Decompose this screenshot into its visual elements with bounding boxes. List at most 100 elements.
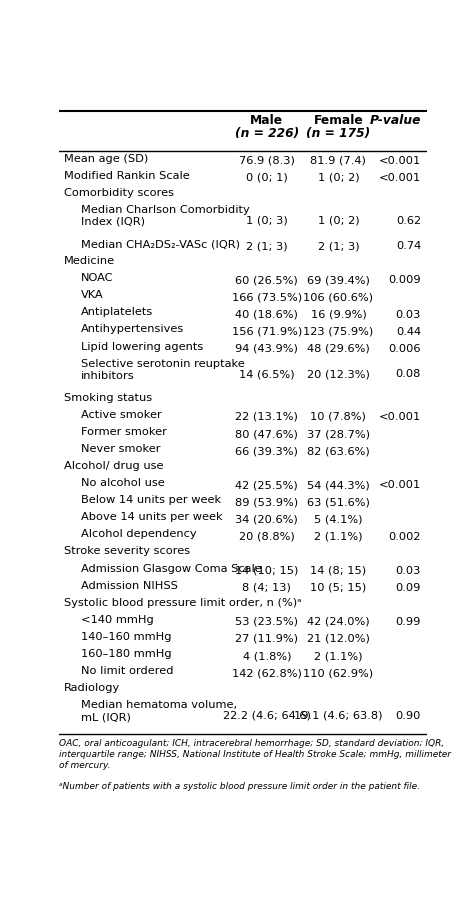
Text: NOAC: NOAC — [82, 273, 114, 283]
Text: VKA: VKA — [82, 290, 104, 300]
Text: <0.001: <0.001 — [379, 173, 421, 183]
Text: 0.99: 0.99 — [396, 616, 421, 626]
Text: Medicine: Medicine — [64, 256, 115, 266]
Text: 0.90: 0.90 — [396, 710, 421, 720]
Text: <0.001: <0.001 — [379, 412, 421, 422]
Text: No limit ordered: No limit ordered — [82, 665, 174, 675]
Text: Admission Glasgow Coma Scale: Admission Glasgow Coma Scale — [82, 563, 262, 573]
Text: 8 (4; 13): 8 (4; 13) — [242, 582, 291, 592]
Text: Median Charlson Comorbidity
Index (IQR): Median Charlson Comorbidity Index (IQR) — [82, 205, 250, 227]
Text: Comorbidity scores: Comorbidity scores — [64, 188, 173, 198]
Text: Above 14 units per week: Above 14 units per week — [82, 512, 223, 522]
Text: Radiology: Radiology — [64, 682, 120, 692]
Text: 0.44: 0.44 — [396, 326, 421, 336]
Text: 0.74: 0.74 — [396, 241, 421, 251]
Text: 2 (1; 3): 2 (1; 3) — [246, 241, 288, 251]
Text: 16 (9.9%): 16 (9.9%) — [310, 309, 366, 319]
Text: 34 (20.6%): 34 (20.6%) — [236, 514, 298, 524]
Text: 123 (75.9%): 123 (75.9%) — [303, 326, 374, 336]
Text: 0.08: 0.08 — [396, 369, 421, 379]
Text: 42 (25.5%): 42 (25.5%) — [236, 480, 298, 490]
Text: Former smoker: Former smoker — [82, 426, 167, 436]
Text: 27 (11.9%): 27 (11.9%) — [235, 633, 298, 643]
Text: Median hematoma volume,
mL (IQR): Median hematoma volume, mL (IQR) — [82, 700, 237, 722]
Text: Alcohol dependency: Alcohol dependency — [82, 528, 197, 538]
Text: 22 (13.1%): 22 (13.1%) — [236, 412, 298, 422]
Text: Below 14 units per week: Below 14 units per week — [82, 495, 221, 505]
Text: 21 (12.0%): 21 (12.0%) — [307, 633, 370, 643]
Text: Male: Male — [250, 114, 283, 128]
Text: P-value: P-value — [370, 114, 421, 128]
Text: 10 (7.8%): 10 (7.8%) — [310, 412, 366, 422]
Text: 156 (71.9%): 156 (71.9%) — [232, 326, 302, 336]
Text: 14 (6.5%): 14 (6.5%) — [239, 369, 295, 379]
Text: 5 (4.1%): 5 (4.1%) — [314, 514, 363, 524]
Text: Lipid lowering agents: Lipid lowering agents — [82, 341, 203, 351]
Text: Active smoker: Active smoker — [82, 409, 162, 419]
Text: 20 (12.3%): 20 (12.3%) — [307, 369, 370, 379]
Text: 2 (1; 3): 2 (1; 3) — [318, 241, 359, 251]
Text: 0.03: 0.03 — [396, 565, 421, 575]
Text: 94 (43.9%): 94 (43.9%) — [236, 343, 298, 353]
Text: Selective serotonin reuptake
inhibitors: Selective serotonin reuptake inhibitors — [82, 358, 245, 380]
Text: 14 (10; 15): 14 (10; 15) — [235, 565, 299, 575]
Text: (n = 226): (n = 226) — [235, 127, 299, 140]
Text: Modified Rankin Scale: Modified Rankin Scale — [64, 170, 190, 180]
Text: <140 mmHg: <140 mmHg — [82, 614, 154, 624]
Text: ᵃNumber of patients with a systolic blood pressure limit order in the patient fi: ᵃNumber of patients with a systolic bloo… — [59, 782, 420, 790]
Text: Systolic blood pressure limit order, n (%)ᵃ: Systolic blood pressure limit order, n (… — [64, 597, 301, 607]
Text: 37 (28.7%): 37 (28.7%) — [307, 428, 370, 438]
Text: Stroke severity scores: Stroke severity scores — [64, 546, 190, 556]
Text: 0.009: 0.009 — [389, 275, 421, 285]
Text: 22.2 (4.6; 64.6): 22.2 (4.6; 64.6) — [223, 710, 311, 720]
Text: Antihypertensives: Antihypertensives — [82, 324, 184, 334]
Text: Admission NIHSS: Admission NIHSS — [82, 580, 178, 590]
Text: 89 (53.9%): 89 (53.9%) — [235, 496, 298, 507]
Text: Female: Female — [314, 114, 363, 128]
Text: No alcohol use: No alcohol use — [82, 477, 165, 487]
Text: 160–180 mmHg: 160–180 mmHg — [82, 649, 172, 659]
Text: 20 (8.8%): 20 (8.8%) — [239, 531, 295, 541]
Text: 2 (1.1%): 2 (1.1%) — [314, 531, 363, 541]
Text: 106 (60.6%): 106 (60.6%) — [303, 292, 374, 302]
Text: (n = 175): (n = 175) — [306, 127, 371, 140]
Text: Mean age (SD): Mean age (SD) — [64, 154, 148, 163]
Text: 40 (18.6%): 40 (18.6%) — [236, 309, 298, 319]
Text: 0.03: 0.03 — [396, 309, 421, 319]
Text: 10 (5; 15): 10 (5; 15) — [310, 582, 366, 592]
Text: 0.002: 0.002 — [389, 531, 421, 541]
Text: 60 (26.5%): 60 (26.5%) — [236, 275, 298, 285]
Text: 2 (1.1%): 2 (1.1%) — [314, 650, 363, 660]
Text: 1 (0; 2): 1 (0; 2) — [318, 173, 359, 183]
Text: Smoking status: Smoking status — [64, 393, 152, 403]
Text: 0.09: 0.09 — [396, 582, 421, 592]
Text: 63 (51.6%): 63 (51.6%) — [307, 496, 370, 507]
Text: 1 (0; 3): 1 (0; 3) — [246, 215, 288, 225]
Text: 42 (24.0%): 42 (24.0%) — [307, 616, 370, 626]
Text: 48 (29.6%): 48 (29.6%) — [307, 343, 370, 353]
Text: 0.006: 0.006 — [389, 343, 421, 353]
Text: 1 (0; 2): 1 (0; 2) — [318, 215, 359, 225]
Text: Antiplatelets: Antiplatelets — [82, 307, 154, 317]
Text: 76.9 (8.3): 76.9 (8.3) — [239, 156, 295, 166]
Text: <0.001: <0.001 — [379, 480, 421, 490]
Text: 19.1 (4.6; 63.8): 19.1 (4.6; 63.8) — [294, 710, 383, 720]
Text: 53 (23.5%): 53 (23.5%) — [235, 616, 298, 626]
Text: 110 (62.9%): 110 (62.9%) — [303, 668, 374, 678]
Text: 14 (8; 15): 14 (8; 15) — [310, 565, 366, 575]
Text: 142 (62.8%): 142 (62.8%) — [232, 668, 302, 678]
Text: 0 (0; 1): 0 (0; 1) — [246, 173, 288, 183]
Text: 80 (47.6%): 80 (47.6%) — [236, 428, 298, 438]
Text: 140–160 mmHg: 140–160 mmHg — [82, 631, 172, 641]
Text: 0.62: 0.62 — [396, 215, 421, 225]
Text: 54 (44.3%): 54 (44.3%) — [307, 480, 370, 490]
Text: 82 (63.6%): 82 (63.6%) — [307, 445, 370, 456]
Text: 81.9 (7.4): 81.9 (7.4) — [310, 156, 366, 166]
Text: <0.001: <0.001 — [379, 156, 421, 166]
Text: 69 (39.4%): 69 (39.4%) — [307, 275, 370, 285]
Text: 66 (39.3%): 66 (39.3%) — [236, 445, 298, 456]
Text: Alcohol/ drug use: Alcohol/ drug use — [64, 461, 163, 471]
Text: 4 (1.8%): 4 (1.8%) — [243, 650, 291, 660]
Text: 166 (73.5%): 166 (73.5%) — [232, 292, 302, 302]
Text: Never smoker: Never smoker — [82, 444, 161, 454]
